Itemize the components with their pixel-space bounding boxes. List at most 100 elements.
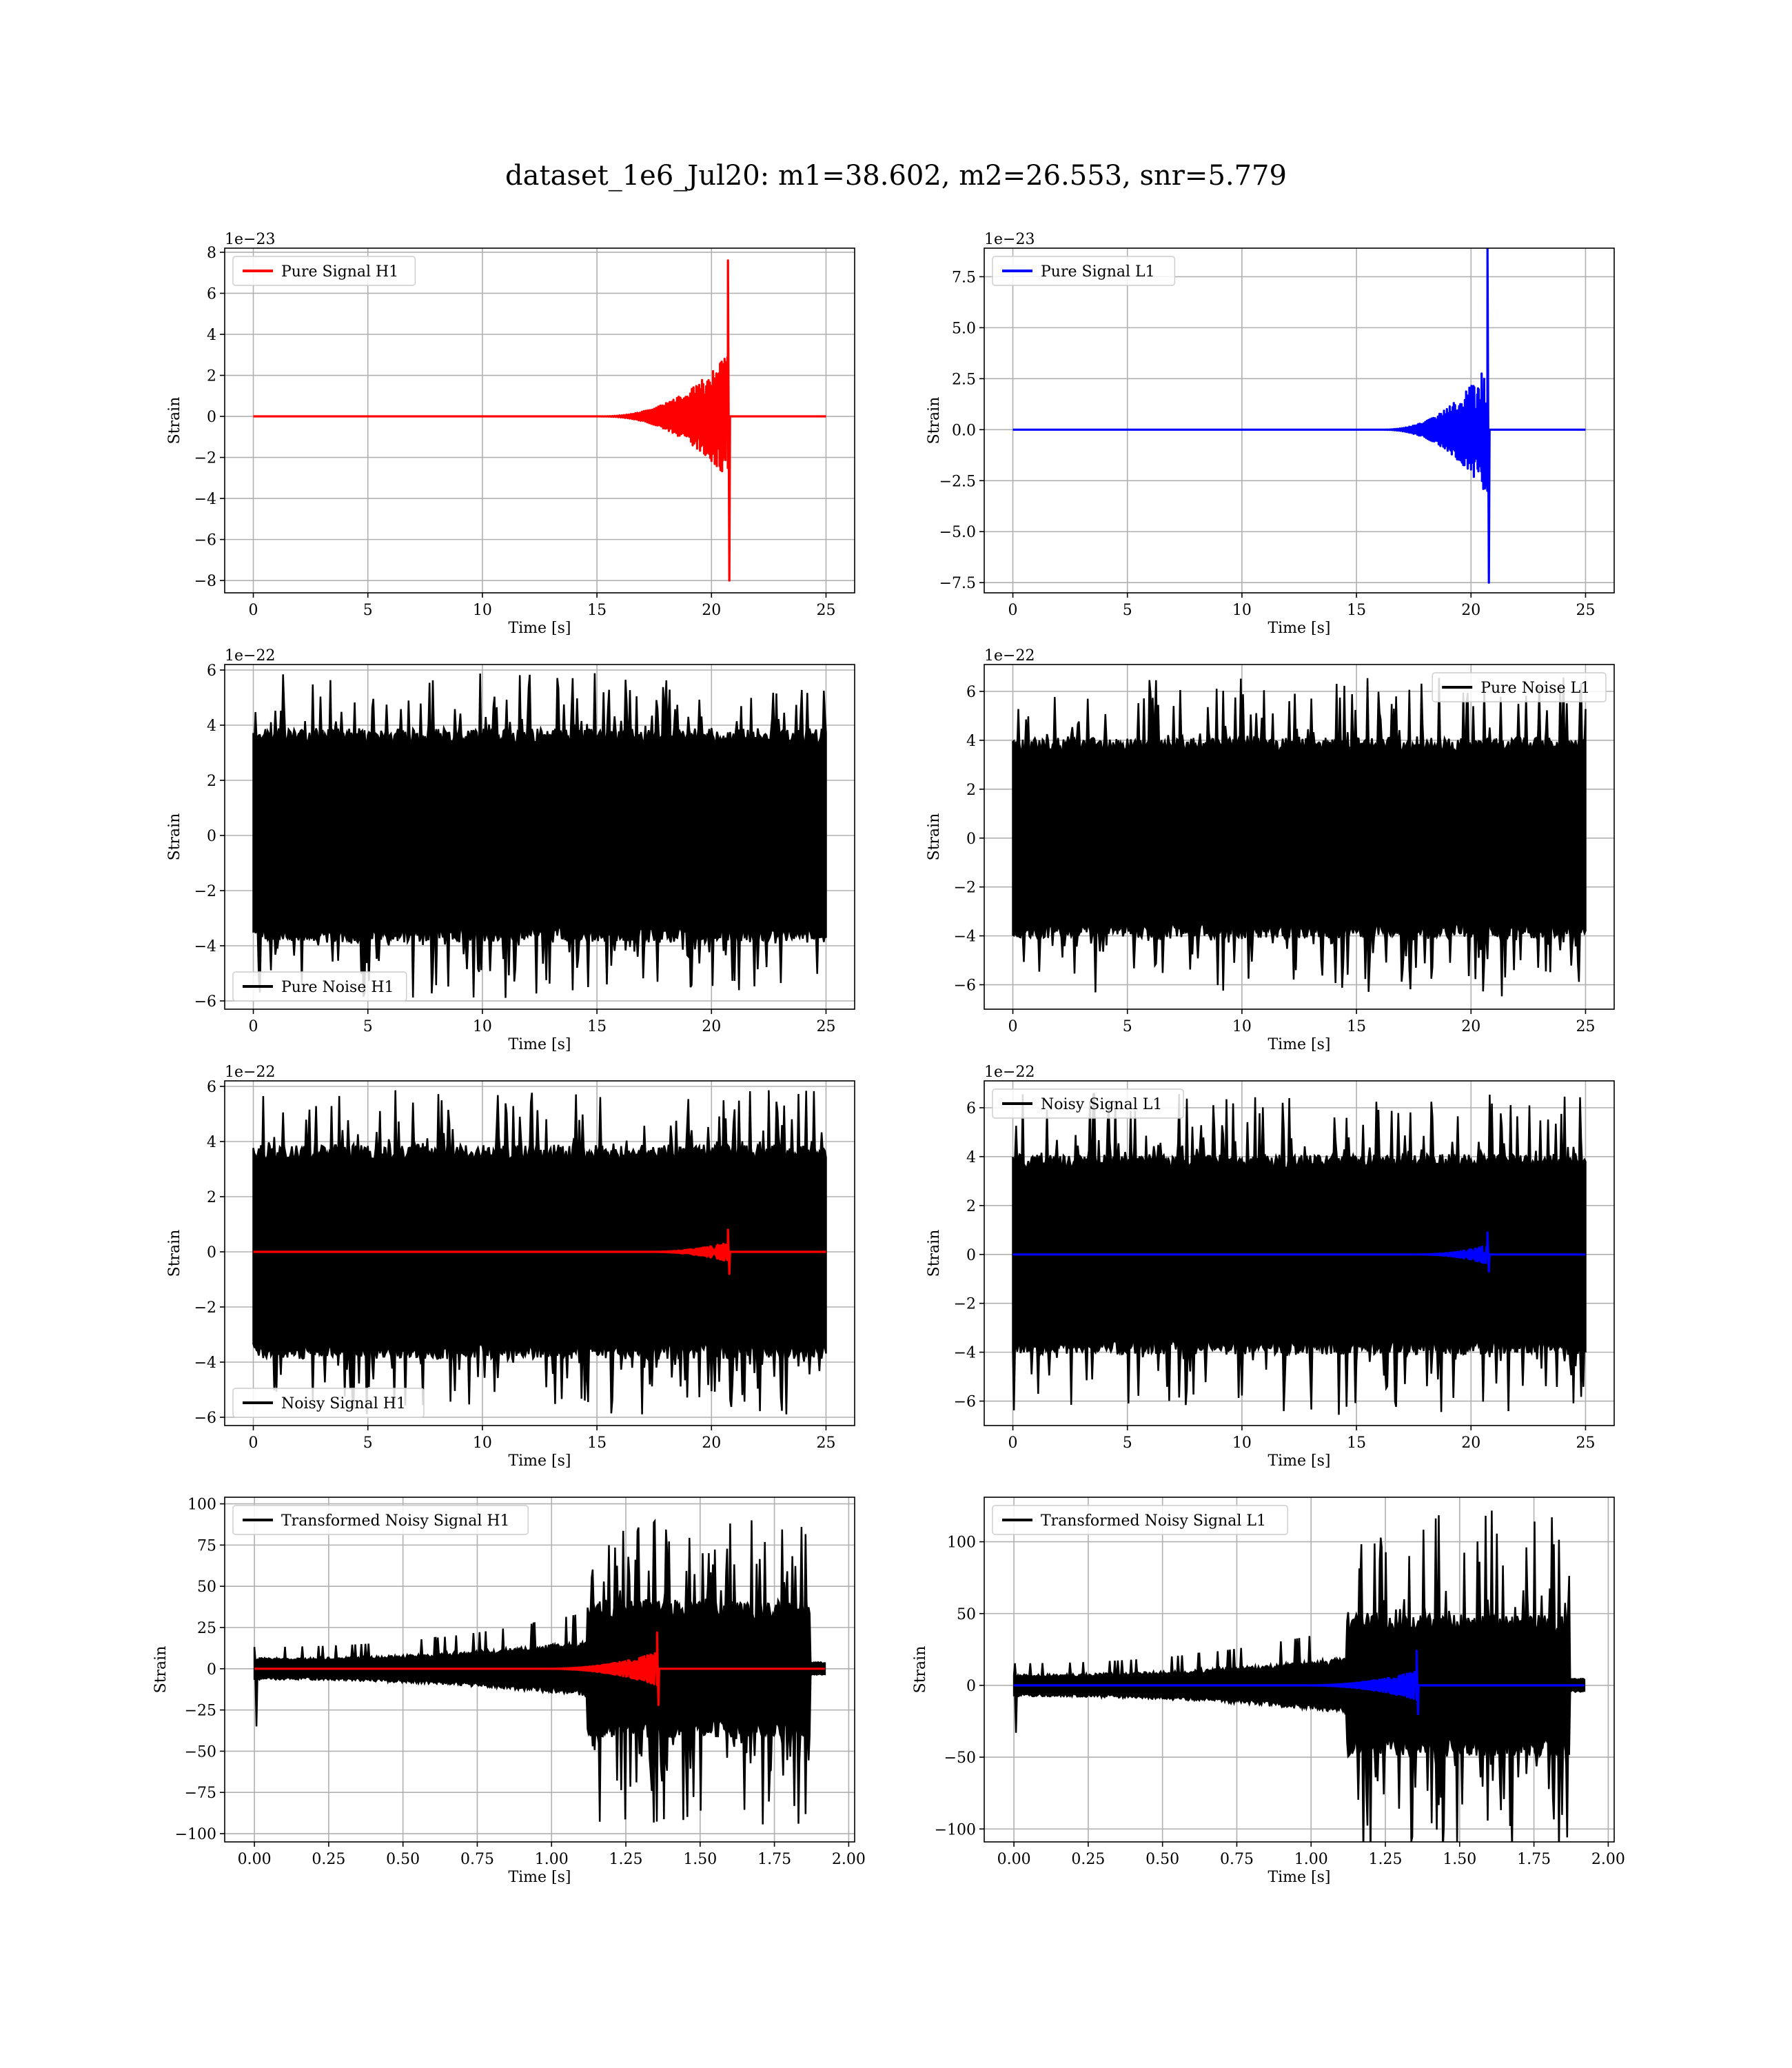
chart-noisy-signal-h1: 0 5 10 15 20 25 −6 −4 −2 0 2 4 6 Time [s] Strain 1e−22 N… — [166, 1064, 855, 1470]
y-tick-label: 8 — [207, 245, 216, 262]
y-tick-label: −2 — [194, 1299, 216, 1317]
axes-frame — [224, 1080, 855, 1426]
x-tick-label: 1.00 — [535, 1851, 569, 1868]
y-axis-label: Strain — [152, 1646, 170, 1694]
series-1-line — [1012, 248, 1587, 584]
x-tick-label: 5 — [1123, 602, 1132, 619]
y-axis-label: Strain — [912, 1646, 929, 1694]
x-tick-label: 5 — [363, 1435, 373, 1452]
x-axis-label: Time [s] — [508, 1869, 571, 1886]
y-tick-label: 2 — [966, 1198, 976, 1215]
x-axis-label: Time [s] — [1267, 620, 1330, 637]
chart-transformed-noisy-signal-l1: 0.00 0.25 0.50 0.75 1.00 1.25 1.50 1.75 2.00 −100… — [912, 1497, 1625, 1886]
legend: Transformed Noisy Signal H1 — [232, 1505, 529, 1535]
y-tick-label: −25 — [185, 1703, 216, 1720]
x-tick-label: 1.00 — [1294, 1851, 1328, 1868]
y-axis-label: Strain — [166, 813, 183, 861]
y-tick-label: −6 — [954, 977, 976, 995]
y-tick-label: 4 — [207, 1134, 216, 1151]
legend-box — [1432, 672, 1607, 702]
y-tick-label: −4 — [194, 938, 216, 955]
legend-box — [992, 256, 1176, 286]
x-tick-label: 25 — [816, 1435, 835, 1452]
x-tick-label: 0 — [1008, 602, 1018, 619]
series-group — [252, 1090, 827, 1415]
series-2-line — [254, 1631, 826, 1706]
legend: Pure Noise H1 — [232, 971, 407, 1002]
y-tick-label: −6 — [194, 1410, 216, 1427]
axis-offset-text: 1e−22 — [984, 647, 1035, 665]
chart-pure-noise-l1: 0 5 10 15 20 25 −6 −4 −2 0 2 4 6 Time [s] Strain 1e−22 P… — [926, 647, 1615, 1053]
y-tick-label: 100 — [187, 1497, 216, 1514]
y-tick-label: 2 — [966, 782, 976, 799]
x-tick-label: 15 — [587, 1435, 607, 1452]
series-2-line — [1012, 1231, 1587, 1273]
series-1-line — [252, 673, 827, 998]
axes-frame — [984, 664, 1615, 1010]
x-axis-label: Time [s] — [508, 620, 571, 637]
y-tick-label: 7.5 — [952, 269, 976, 286]
y-tick-label: −4 — [194, 491, 216, 508]
series-1-line — [252, 259, 827, 582]
x-axis-label: Time [s] — [1267, 1452, 1330, 1470]
axis-offset-text: 1e−23 — [225, 231, 275, 248]
series-2-line — [252, 1228, 827, 1275]
legend-box — [992, 1505, 1288, 1535]
y-tick-label: −7.5 — [939, 575, 976, 592]
y-tick-label: 6 — [966, 1100, 976, 1117]
y-axis-label: Strain — [166, 1230, 183, 1277]
series-group — [252, 259, 827, 582]
x-tick-label: 15 — [587, 1018, 607, 1035]
x-tick-label: 0 — [1008, 1435, 1018, 1452]
legend-label: Noisy Signal H1 — [281, 1395, 406, 1412]
x-tick-label: 1.50 — [1443, 1851, 1476, 1868]
axes-frame — [984, 1497, 1615, 1843]
legend: Noisy Signal L1 — [992, 1088, 1184, 1119]
y-tick-label: −2.5 — [939, 473, 976, 490]
x-tick-label: 0.25 — [312, 1851, 345, 1868]
x-tick-label: 25 — [1576, 1018, 1595, 1035]
y-tick-label: 4 — [207, 327, 216, 344]
x-tick-label: 15 — [1347, 1018, 1366, 1035]
series-2-line — [1013, 1650, 1585, 1716]
y-tick-label: 6 — [207, 285, 216, 303]
legend-box — [992, 1088, 1184, 1119]
y-tick-label: −100 — [175, 1826, 216, 1843]
axis-offset-text: 1e−22 — [984, 1064, 1035, 1081]
x-tick-label: 25 — [816, 1018, 835, 1035]
y-tick-label: −4 — [194, 1355, 216, 1372]
y-tick-label: −5.0 — [939, 524, 976, 541]
x-tick-label: 10 — [1232, 1435, 1252, 1452]
y-tick-label: 100 — [947, 1534, 976, 1552]
series-1-line — [1012, 677, 1587, 997]
x-tick-label: 20 — [1461, 602, 1480, 619]
y-tick-label: 0 — [207, 1244, 216, 1261]
y-tick-label: −2 — [194, 450, 216, 467]
legend-box — [232, 1388, 425, 1418]
axis-offset-text: 1e−23 — [984, 231, 1035, 248]
x-tick-label: 15 — [1347, 602, 1366, 619]
y-tick-label: 0 — [966, 1678, 976, 1695]
y-tick-label: 0 — [207, 409, 216, 426]
y-tick-label: −75 — [185, 1785, 216, 1802]
legend-label: Pure Signal H1 — [281, 263, 398, 281]
x-axis-label: Time [s] — [508, 1452, 571, 1470]
axes-frame — [984, 1080, 1615, 1426]
legend: Pure Noise L1 — [1432, 672, 1607, 702]
y-tick-label: 0.0 — [952, 422, 976, 439]
x-tick-label: 10 — [473, 1435, 492, 1452]
x-tick-label: 10 — [473, 1018, 492, 1035]
series-group — [253, 1518, 826, 1825]
legend-label: Pure Noise H1 — [281, 979, 394, 996]
axis-offset-text: 1e−22 — [225, 1064, 275, 1081]
x-tick-label: 0 — [249, 1018, 258, 1035]
y-tick-label: 2.5 — [952, 371, 976, 388]
figure-title: dataset_1e6_Jul20: m1=38.602, m2=26.553,… — [505, 160, 1287, 192]
series-group — [1012, 248, 1587, 584]
axes-frame — [224, 1497, 855, 1843]
y-axis-label: Strain — [926, 397, 943, 445]
y-tick-label: −4 — [954, 1345, 976, 1362]
x-tick-label: 25 — [1576, 602, 1595, 619]
